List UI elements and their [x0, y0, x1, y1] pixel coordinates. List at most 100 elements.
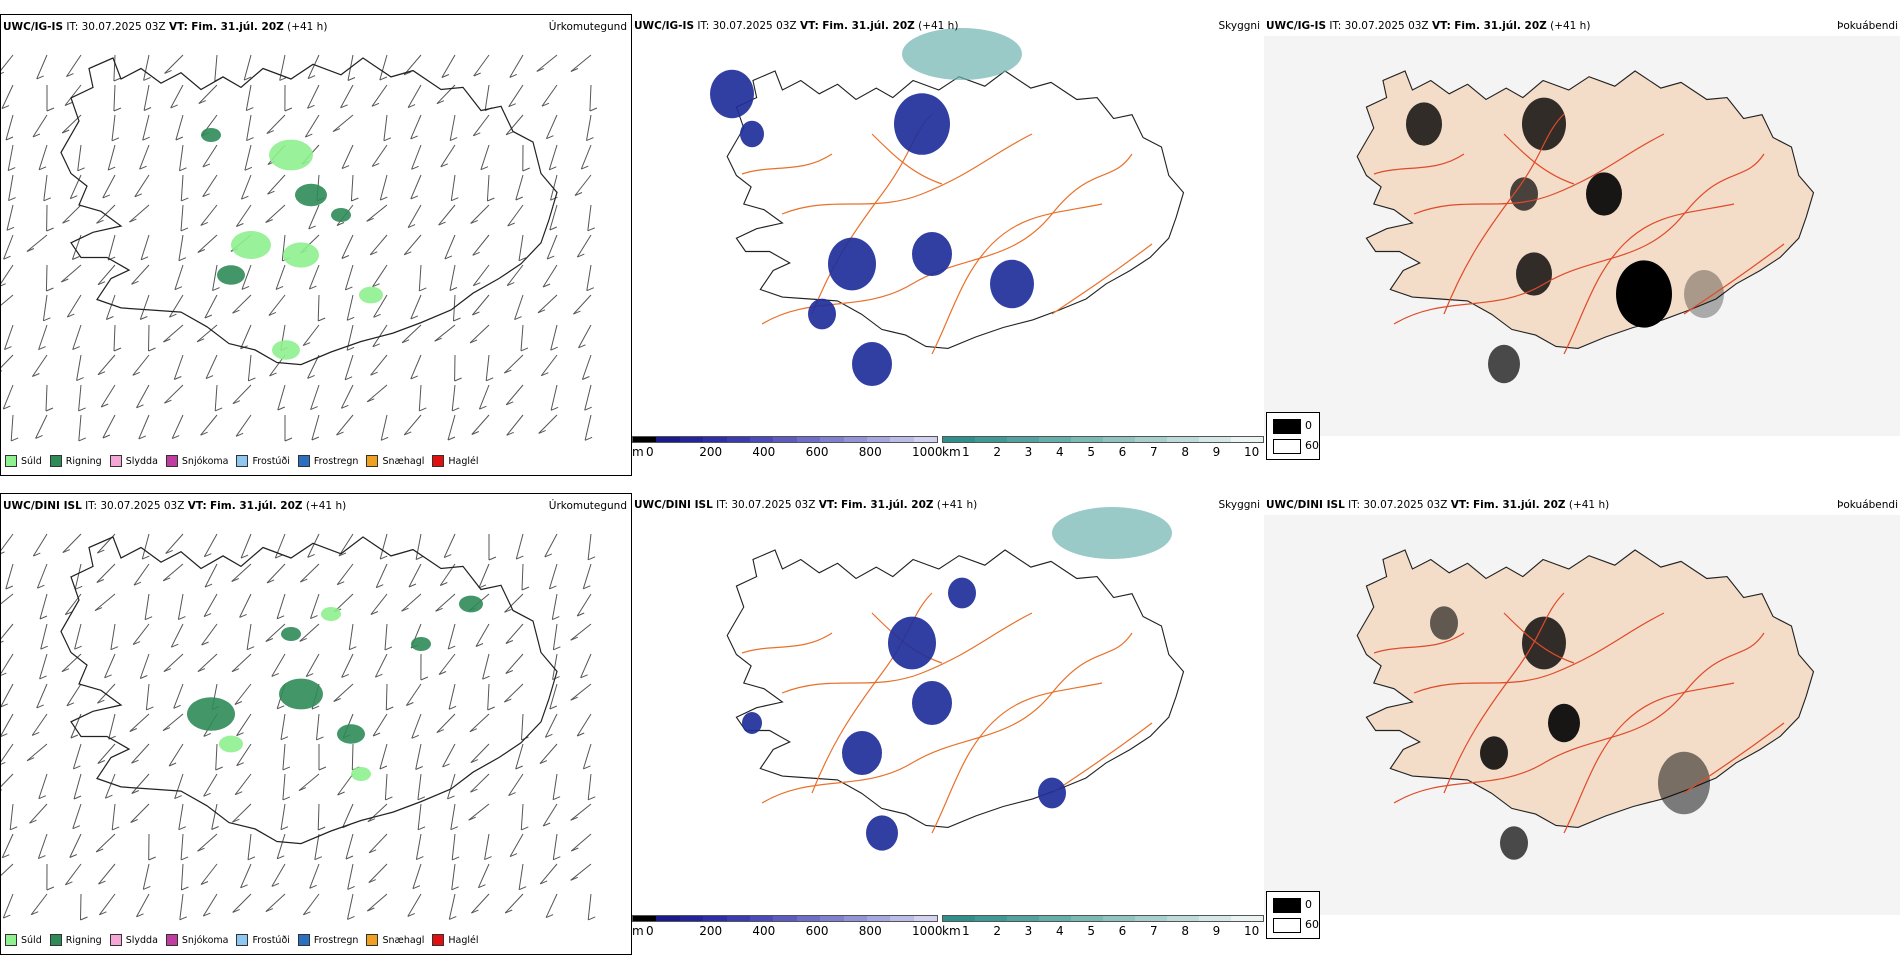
legend-swatch: [236, 455, 248, 467]
wind-barb: [143, 115, 149, 140]
wind-barb: [571, 684, 591, 700]
wind-barb: [300, 564, 319, 582]
wind-barb: [439, 654, 455, 675]
wind-barb-flag: [283, 767, 290, 770]
precip-map-2: [1, 494, 632, 955]
wind-barb: [451, 175, 455, 201]
tick-label: 1: [962, 924, 970, 938]
wind-barb: [37, 564, 47, 588]
wind-barb: [470, 714, 489, 732]
wind-barb: [164, 654, 183, 672]
wind-barb-flag: [79, 408, 86, 411]
legend-item: Frostúði: [236, 934, 289, 946]
low-cloud-area: [852, 342, 892, 386]
legend-label: Snæhagl: [382, 935, 424, 946]
wind-barb: [386, 684, 387, 710]
wind-barb-flag: [385, 647, 392, 650]
wind-barb: [281, 714, 285, 740]
wind-barb-flag: [44, 198, 51, 201]
wind-barb-flag: [349, 647, 356, 650]
low-cloud-area: [948, 578, 976, 609]
wind-barb: [232, 654, 251, 672]
wind-barb-flag: [1, 762, 5, 765]
wind-barb: [30, 804, 48, 823]
tick-label: 6: [1119, 445, 1127, 459]
wind-barb: [247, 624, 251, 650]
wind-barb: [452, 385, 455, 411]
fog-area: [1616, 260, 1672, 327]
tick-label: 5: [1087, 445, 1095, 459]
wind-barb: [277, 594, 285, 619]
wind-barb: [318, 804, 319, 830]
wind-barb: [448, 624, 455, 649]
wind-barb: [469, 804, 489, 820]
tick-label: 1000: [912, 445, 943, 459]
drizzle-area: [219, 736, 243, 753]
wind-barb: [470, 774, 489, 792]
wind-barb: [73, 804, 81, 829]
legend-item: Frostúði: [236, 455, 289, 467]
rain-area: [281, 627, 301, 641]
wind-barb-flag: [43, 318, 50, 321]
wind-barb: [590, 85, 591, 111]
wind-barb: [471, 744, 489, 763]
wind-barb: [443, 744, 455, 767]
tick-label: 2: [993, 924, 1001, 938]
wind-barb-flag: [451, 198, 458, 201]
wind-barb-flag: [216, 767, 223, 770]
wind-barb: [276, 265, 285, 289]
wind-barb-flag: [180, 917, 187, 920]
wind-barb: [571, 864, 591, 880]
wind-barb: [577, 594, 591, 616]
wind-barb: [268, 175, 286, 194]
wind-barb: [99, 864, 116, 884]
wind-barb: [441, 145, 455, 167]
wind-barb-flag: [1, 673, 6, 676]
wind-barb: [241, 534, 251, 558]
wind-barb-flag: [416, 857, 423, 860]
wind-barb: [248, 355, 251, 381]
wind-barb-flag: [588, 917, 595, 920]
wind-barb: [588, 534, 591, 560]
wind-barb: [73, 325, 81, 350]
wind-barb: [79, 385, 81, 411]
wind-barb: [10, 804, 13, 830]
legend-swatch: [166, 934, 178, 946]
wind-barb: [37, 55, 47, 79]
wind-barb: [114, 55, 115, 81]
rain-area: [217, 265, 245, 285]
wind-barb: [485, 834, 489, 860]
wind-barb: [1, 654, 13, 676]
wind-barb-flag: [179, 258, 186, 261]
drizzle-area: [359, 287, 383, 304]
wind-barb: [175, 265, 183, 290]
wind-barb: [349, 624, 353, 650]
fog-area: [1522, 617, 1566, 670]
wind-barb: [546, 115, 557, 139]
wind-barb-flag: [348, 78, 355, 81]
wind-barb: [543, 265, 557, 287]
wind-barb: [306, 654, 319, 677]
wind-barb: [545, 534, 557, 557]
legend-item: Snæhagl: [366, 455, 424, 467]
wind-barb: [212, 804, 217, 830]
wind-barb: [409, 564, 421, 587]
tick-label: 4: [1056, 445, 1064, 459]
wind-barb-flag: [552, 617, 559, 620]
wind-barb: [418, 804, 421, 830]
wind-barb: [67, 55, 82, 77]
legend-swatch: [5, 934, 17, 946]
wind-barb: [516, 534, 523, 559]
wind-barb-flag: [46, 288, 53, 291]
fog-area: [1406, 102, 1442, 145]
wind-barb: [579, 325, 592, 348]
wind-barb: [522, 714, 524, 740]
wind-barb: [485, 85, 489, 111]
wind-barb: [245, 145, 251, 170]
wind-barb: [588, 205, 591, 231]
wind-barb: [300, 624, 319, 641]
wind-barb: [449, 894, 455, 919]
wind-barb: [32, 714, 47, 735]
